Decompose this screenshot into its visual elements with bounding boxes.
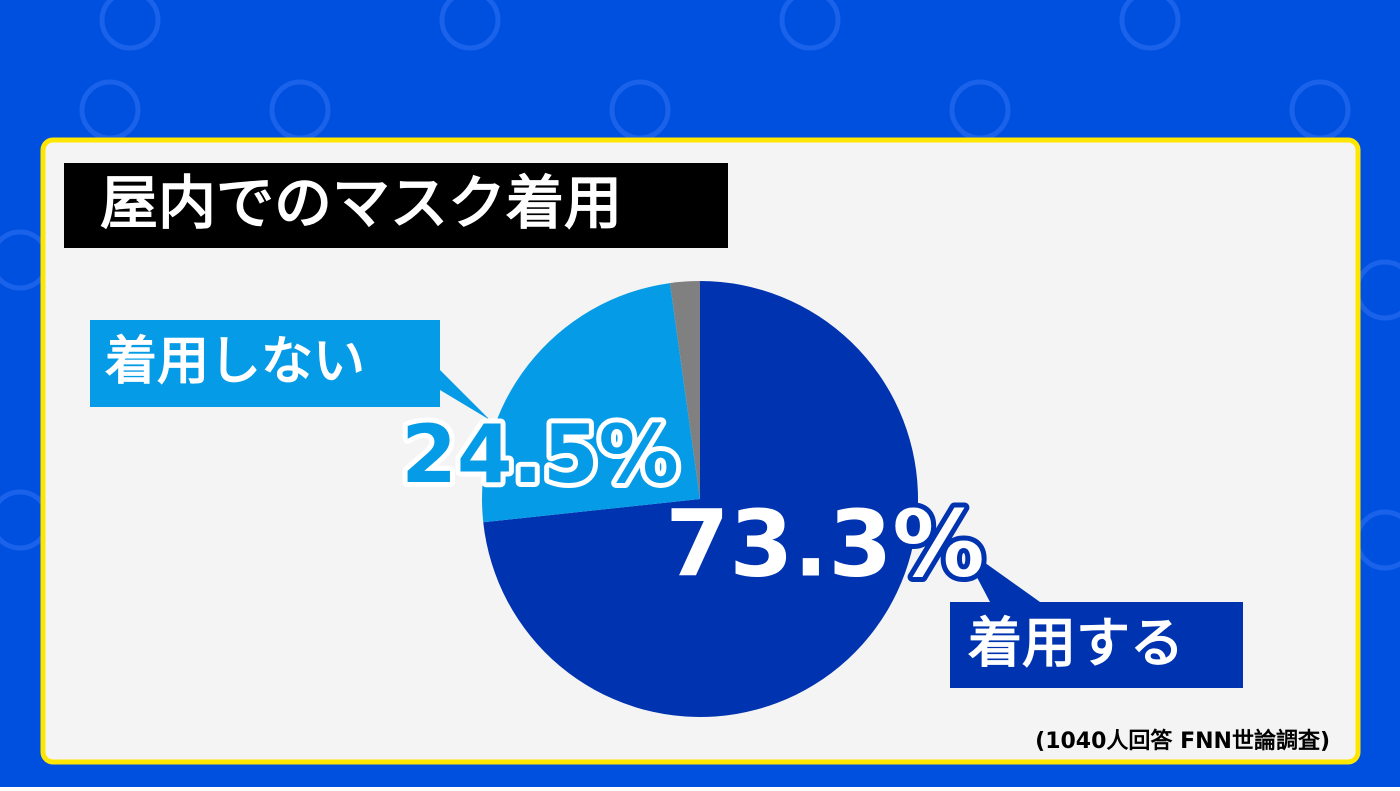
category-label-box [950,602,1243,688]
pie-slice [483,281,918,717]
pie [482,281,918,717]
value-label: 73.3% [665,490,984,597]
callout-pointer [960,545,1040,602]
value-label: 24.5% [401,408,679,501]
labels: 着用する 73.3% 着用しない 24.5% [90,320,1243,688]
pie-slice [482,283,700,523]
callout-pointer [430,360,490,420]
title-box [64,163,728,248]
chart-title: 屋内でのマスク着用 [100,169,622,237]
pie-slice [669,281,700,499]
category-label: 着用する [967,612,1184,675]
source-note: (1040人回答 FNN世論調査) [1035,728,1330,754]
category-label: 着用しない [105,332,365,392]
category-label-box [90,320,440,407]
